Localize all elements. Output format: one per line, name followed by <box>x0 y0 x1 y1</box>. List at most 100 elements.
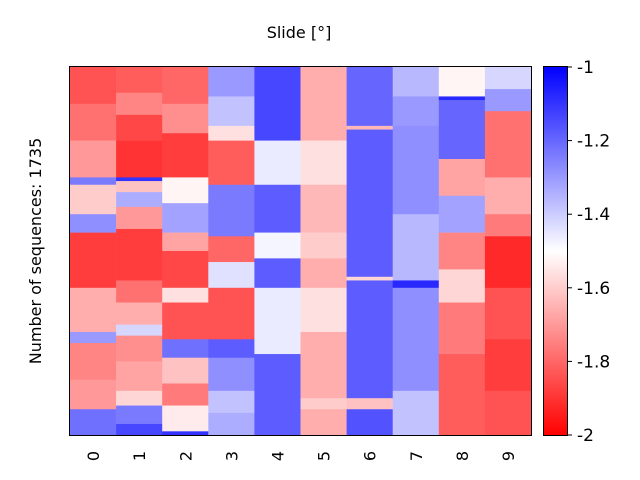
heatmap-cell <box>162 302 209 340</box>
heatmap-cell <box>392 67 440 97</box>
heatmap-cell <box>438 100 486 160</box>
heatmap-cell <box>392 287 440 392</box>
heatmap-cell <box>116 361 163 392</box>
heatmap-cell <box>392 280 440 289</box>
heatmap-cell <box>162 67 209 105</box>
heatmap-column-0 <box>70 67 117 436</box>
heatmap-cell <box>116 423 163 436</box>
x-tick-label: 2 <box>176 451 195 461</box>
heatmap-cell <box>70 67 117 105</box>
x-tick-label: 9 <box>499 451 518 461</box>
heatmap-cell <box>70 214 117 233</box>
heatmap-cell <box>484 111 532 178</box>
heatmap-cell <box>70 184 117 215</box>
heatmap-cell <box>438 195 486 233</box>
heatmap-cell <box>300 258 347 289</box>
heatmap-cell <box>254 140 301 186</box>
heatmap-cell <box>254 287 301 355</box>
heatmap-cell <box>208 287 255 340</box>
heatmap-cell <box>208 357 255 392</box>
heatmap-cell <box>438 96 486 101</box>
heatmap-cell <box>162 431 209 436</box>
heatmap-cell <box>116 280 163 303</box>
heatmap-cell <box>162 339 209 359</box>
heatmap-cell <box>70 103 117 141</box>
heatmap-cell <box>438 269 486 303</box>
heatmap-cell <box>70 379 117 410</box>
colorbar-tick-label: -1.2 <box>577 132 610 152</box>
heatmap-cell <box>116 335 163 362</box>
heatmap-cell <box>116 114 163 141</box>
colorbar-tick-label: -1.8 <box>577 352 610 372</box>
heatmap-cell <box>392 214 440 281</box>
heatmap-cell <box>346 398 393 410</box>
heatmap-cells <box>70 67 532 436</box>
heatmap-cell <box>300 331 347 399</box>
heatmap-cell <box>116 206 163 230</box>
heatmap-column-4 <box>254 67 301 436</box>
heatmap-cell <box>300 409 347 436</box>
heatmap-cell <box>300 398 347 410</box>
heatmap-cell <box>70 177 117 186</box>
heatmap-cell <box>254 67 301 141</box>
heatmap-cell <box>208 390 255 414</box>
heatmap-column-6 <box>346 67 393 436</box>
x-tick-label: 3 <box>222 451 241 461</box>
heatmap-column-7 <box>392 67 440 436</box>
heatmap-cell <box>116 92 163 116</box>
heatmap-cell <box>300 232 347 259</box>
heatmap-cell <box>116 67 163 94</box>
heatmap-column-8 <box>438 67 486 436</box>
heatmap-cell <box>254 184 301 233</box>
heatmap-cell <box>116 177 163 182</box>
heatmap-column-3 <box>208 67 255 436</box>
heatmap-cell <box>254 232 301 259</box>
x-tick-label: 0 <box>84 451 103 461</box>
heatmap-cell <box>484 214 532 237</box>
heatmap-cell <box>162 103 209 134</box>
heatmap-cell <box>346 67 393 127</box>
heatmap-cell <box>254 258 301 289</box>
heatmap-cell <box>438 232 486 270</box>
heatmap-column-9 <box>484 67 532 436</box>
x-tick-label: 5 <box>315 451 334 461</box>
heatmap-cell <box>438 67 486 97</box>
heatmap-cell <box>254 354 301 436</box>
heatmap-cell <box>208 96 255 127</box>
heatmap-cell <box>346 276 393 281</box>
heatmap-cell <box>116 324 163 336</box>
heatmap-cell <box>208 262 255 289</box>
heatmap-cell <box>484 177 532 215</box>
heatmap-cell <box>300 67 347 141</box>
heatmap-cell <box>162 177 209 204</box>
heatmap-cell <box>162 287 209 303</box>
heatmap-cell <box>208 67 255 97</box>
colorbar <box>543 66 568 436</box>
heatmap-cell <box>484 236 532 289</box>
x-tick-label: 4 <box>269 451 288 461</box>
heatmap-cell <box>392 96 440 127</box>
heatmap-cell <box>346 129 393 278</box>
heatmap-cell <box>162 232 209 252</box>
heatmap-cell <box>70 409 117 436</box>
heatmap-cell <box>70 331 117 344</box>
heatmap-cell <box>484 89 532 112</box>
heatmap-cell <box>300 140 347 186</box>
heatmap-cell <box>392 390 440 436</box>
colorbar-tick-label: -1 <box>577 58 594 78</box>
heatmap-cell <box>70 287 117 333</box>
heatmap-cell <box>346 125 393 130</box>
x-tick-label: 1 <box>130 451 149 461</box>
heatmap-cell <box>346 280 393 399</box>
colorbar-tick-label: -1.6 <box>577 279 610 299</box>
heatmap-cell <box>116 181 163 193</box>
plot-frame <box>69 66 532 436</box>
heatmap-column-1 <box>116 67 163 436</box>
heatmap-cell <box>438 302 486 355</box>
heatmap-cell <box>208 339 255 359</box>
colorbar-tick-label: -2 <box>577 426 594 446</box>
heatmap-cell <box>484 390 532 436</box>
heatmap-cell <box>162 383 209 406</box>
heatmap-cell <box>300 287 347 333</box>
heatmap-cell <box>346 409 393 436</box>
